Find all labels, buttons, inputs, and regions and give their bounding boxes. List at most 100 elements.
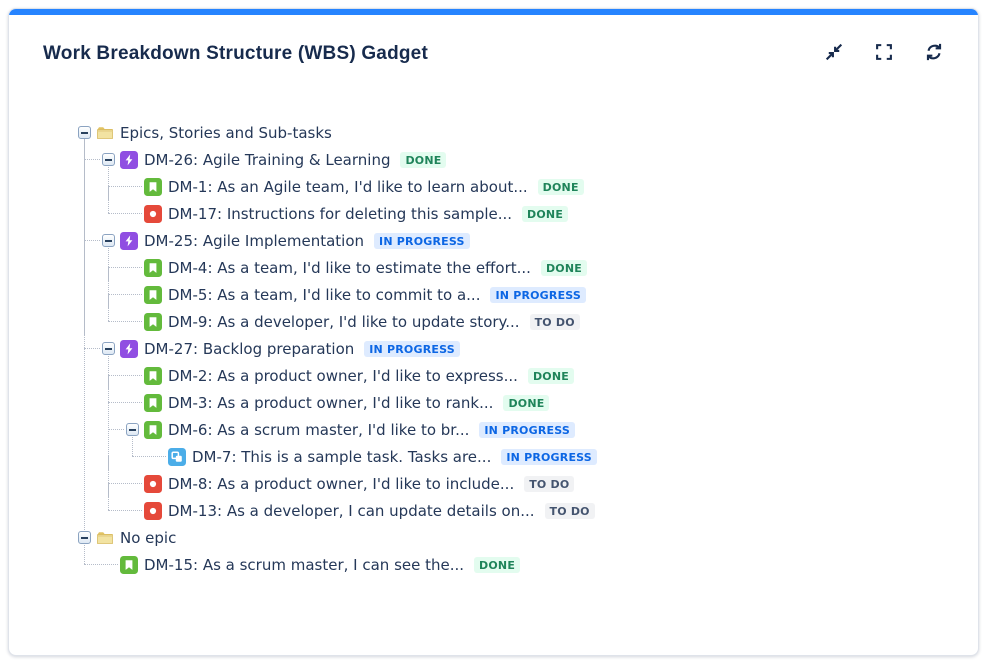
tree-expander-slot [72,531,96,544]
status-badge: IN PROGRESS [501,448,597,465]
tree-children: DM-26: Agile Training & Learning DONE DM-1… [72,132,958,524]
tree-row: DM-5: As a team, I'd like to commit to a… [120,281,958,308]
tree-row: DM-15: As a scrum master, I can see the.… [96,551,958,578]
epic-icon [120,150,138,169]
tree-expander-slot [120,423,144,436]
tree-node-label[interactable]: DM-27: Backlog preparation [144,339,355,358]
fullscreen-button[interactable] [872,42,896,66]
tree-node: No epic DM-15: As a scrum master, I can s… [72,524,958,578]
story-icon [144,258,162,277]
status-badge: IN PROGRESS [479,421,575,438]
tree-node: DM-2: As a product owner, I'd like to ex… [108,348,958,389]
status-badge: IN PROGRESS [364,340,460,357]
tree-node-label[interactable]: DM-25: Agile Implementation [144,231,365,250]
tree-root: Epics, Stories and Sub-tasks DM-26: Agile… [72,119,958,578]
tree-node: DM-25: Agile Implementation IN PROGRESS DM… [84,213,958,335]
tree-row: DM-13: As a developer, I can update deta… [120,497,958,524]
tree-node-label[interactable]: DM-26: Agile Training & Learning [144,150,391,169]
collapse-all-button[interactable] [822,42,846,66]
tree-node: DM-13: As a developer, I can update deta… [108,483,958,524]
story-icon [120,555,138,574]
fullscreen-icon [873,41,895,67]
tree-node: DM-5: As a team, I'd like to commit to a… [108,267,958,308]
refresh-icon [923,41,945,67]
tree-row: DM-6: As a scrum master, I'd like to br.… [120,416,958,443]
tree-children: DM-15: As a scrum master, I can see the.… [72,537,958,578]
tree-node: DM-3: As a product owner, I'd like to ra… [108,375,958,416]
tree-children: DM-1: As an Agile team, I'd like to lear… [96,159,958,227]
tree-node-label[interactable]: DM-4: As a team, I'd like to estimate th… [168,258,531,277]
status-badge: DONE [537,178,584,195]
tree-node-label[interactable]: No epic [120,528,177,547]
gadget-actions [822,42,946,66]
tree-row: DM-9: As a developer, I'd like to update… [120,308,958,335]
tree-collapse-expander[interactable] [126,423,139,436]
status-badge: DONE [527,367,574,384]
bug-icon [144,474,162,493]
tree-children: DM-2: As a product owner, I'd like to ex… [96,348,958,524]
status-badge: DONE [522,205,569,222]
wbs-gadget-card: Work Breakdown Structure (WBS) Gadget Ep… [8,8,979,656]
wbs-tree: Epics, Stories and Sub-tasks DM-26: Agile… [9,66,978,578]
folder-icon [96,124,114,142]
tree-node: DM-27: Backlog preparation IN PROGRESS DM-… [84,321,958,524]
tree-node: DM-4: As a team, I'd like to estimate th… [108,240,958,281]
tree-node-label[interactable]: DM-2: As a product owner, I'd like to ex… [168,366,518,385]
tree-row: DM-27: Backlog preparation IN PROGRESS [96,335,958,362]
tree-collapse-expander[interactable] [78,531,91,544]
tree-node-label[interactable]: Epics, Stories and Sub-tasks [120,123,332,142]
story-icon [144,312,162,331]
tree-node: DM-7: This is a sample task. Tasks are..… [132,429,958,470]
tree-collapse-expander[interactable] [102,234,115,247]
tree-node-label[interactable]: DM-9: As a developer, I'd like to update… [168,312,520,331]
tree-row: DM-8: As a product owner, I'd like to in… [120,470,958,497]
tree-node-label[interactable]: DM-17: Instructions for deleting this sa… [168,204,513,223]
gadget-title: Work Breakdown Structure (WBS) Gadget [43,43,428,64]
story-icon [144,366,162,385]
tree-node-label[interactable]: DM-5: As a team, I'd like to commit to a… [168,285,481,304]
epic-icon [120,339,138,358]
card-accent-bar [9,9,978,15]
tree-node-label[interactable]: DM-6: As a scrum master, I'd like to br.… [168,420,470,439]
tree-node: DM-8: As a product owner, I'd like to in… [108,456,958,497]
bug-icon [144,204,162,223]
bug-icon [144,501,162,520]
tree-children: DM-7: This is a sample task. Tasks are..… [120,429,958,470]
story-icon [144,393,162,412]
tree-collapse-expander[interactable] [78,126,91,139]
status-badge: TO DO [544,502,595,519]
status-badge: IN PROGRESS [490,286,587,303]
status-badge: DONE [400,151,447,168]
tree-collapse-expander[interactable] [102,153,115,166]
subtask-icon [168,447,186,466]
tree-node-label[interactable]: DM-7: This is a sample task. Tasks are..… [192,447,492,466]
tree-row: DM-25: Agile Implementation IN PROGRESS [96,227,958,254]
tree-node-label[interactable]: DM-15: As a scrum master, I can see the.… [144,555,465,574]
tree-node: DM-26: Agile Training & Learning DONE DM-1… [84,132,958,227]
folder-icon [96,529,114,547]
tree-row: Epics, Stories and Sub-tasks [72,119,958,146]
status-badge: DONE [503,394,550,411]
tree-row: DM-7: This is a sample task. Tasks are..… [144,443,958,470]
epic-icon [120,231,138,250]
tree-node: Epics, Stories and Sub-tasks DM-26: Agile… [72,119,958,538]
refresh-button[interactable] [922,42,946,66]
tree-row: DM-2: As a product owner, I'd like to ex… [120,362,958,389]
tree-node: DM-9: As a developer, I'd like to update… [108,294,958,335]
tree-node-label[interactable]: DM-3: As a product owner, I'd like to ra… [168,393,494,412]
tree-row: DM-26: Agile Training & Learning DONE [96,146,958,173]
tree-node-label[interactable]: DM-1: As an Agile team, I'd like to lear… [168,177,528,196]
tree-row: DM-4: As a team, I'd like to estimate th… [120,254,958,281]
tree-collapse-expander[interactable] [102,342,115,355]
tree-node: DM-1: As an Agile team, I'd like to lear… [108,159,958,200]
tree-node: DM-15: As a scrum master, I can see the.… [84,537,958,578]
status-badge: TO DO [529,313,580,330]
tree-children: DM-4: As a team, I'd like to estimate th… [96,240,958,335]
tree-expander-slot [96,342,120,355]
tree-node: DM-6: As a scrum master, I'd like to br.… [108,402,958,470]
collapse-icon [823,41,845,67]
tree-node-label[interactable]: DM-8: As a product owner, I'd like to in… [168,474,515,493]
status-badge: TO DO [524,475,575,492]
tree-node-label[interactable]: DM-13: As a developer, I can update deta… [168,501,535,520]
status-badge: IN PROGRESS [374,232,470,249]
